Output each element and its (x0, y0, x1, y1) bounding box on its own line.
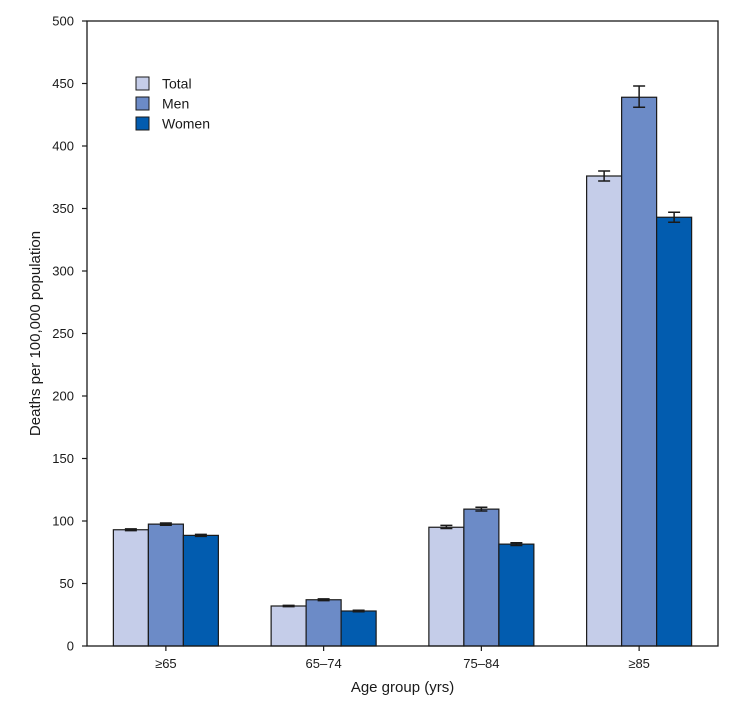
bar (270, 605, 307, 647)
bars (112, 96, 693, 647)
legend-swatch (135, 96, 150, 111)
legend-label: Men (162, 96, 189, 112)
legend-label: Total (162, 76, 192, 92)
legend-swatch (135, 116, 150, 131)
y-tick-label: 100 (52, 514, 74, 529)
bar (656, 216, 693, 647)
legend-label: Women (162, 116, 210, 132)
legend: Total Men Women (135, 76, 210, 132)
bar (112, 529, 149, 647)
legend-swatch (135, 76, 150, 91)
x-tick-label: 75–84 (463, 656, 499, 671)
y-tick-label: 500 (52, 14, 74, 29)
y-tick-label: 300 (52, 264, 74, 279)
x-tick-label: ≥65 (155, 656, 177, 671)
x-tick-label: ≥85 (628, 656, 650, 671)
y-tick-label: 400 (52, 139, 74, 154)
bar (586, 175, 623, 647)
bar (340, 610, 377, 647)
x-axis-title: Age group (yrs) (351, 679, 454, 696)
y-tick-label: 350 (52, 201, 74, 216)
y-tick-label: 200 (52, 389, 74, 404)
y-tick-label: 150 (52, 451, 74, 466)
plot-frame (86, 20, 719, 647)
y-axis-ticks: 0 50 100 150 200 250 300 350 400 450 500 (52, 14, 87, 654)
bar (305, 599, 342, 647)
x-axis-ticks: ≥65 65–74 75–84 ≥85 (155, 646, 650, 671)
y-tick-label: 250 (52, 326, 74, 341)
y-axis-title: Deaths per 100,000 population (27, 231, 44, 436)
bar (428, 526, 465, 647)
error-bars (124, 85, 681, 613)
bar (498, 543, 535, 647)
bar (147, 523, 184, 647)
bar (621, 96, 658, 647)
y-tick-label: 0 (67, 639, 74, 654)
bar (463, 508, 500, 647)
x-tick-label: 65–74 (306, 656, 342, 671)
y-tick-label: 450 (52, 76, 74, 91)
y-tick-label: 50 (60, 576, 74, 591)
bar (182, 534, 219, 647)
